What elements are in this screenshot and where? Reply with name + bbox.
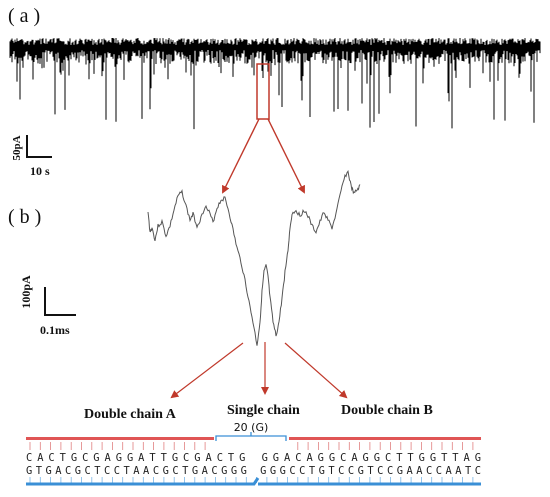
base-pair-ticks-top xyxy=(29,442,474,450)
dna-bottom-strand: GTGACGCTCCTAACGCTGACGGG GGGCCTGTCCGTCCGA… xyxy=(26,465,481,477)
segment-arrow-b xyxy=(284,342,348,399)
panel-b-label: ( b ) xyxy=(8,206,41,228)
dna-schematic: 20 (G) CACTGCGAGGATTGCGACTG GGACAGGCAGGC… xyxy=(26,421,481,486)
current-trace-full xyxy=(9,38,541,130)
scale-b-current: 100pA xyxy=(19,275,33,309)
segment-arrow-a xyxy=(170,342,244,399)
scale-bar-a: 50pA 10 s xyxy=(11,135,52,178)
scale-b-time: 0.1ms xyxy=(40,323,70,337)
event-trace-zoomed xyxy=(147,170,361,346)
event-highlight-box xyxy=(256,63,270,120)
strand-bar-bottom xyxy=(26,477,481,486)
dna-top-strand: CACTGCGAGGATTGCGACTG GGACAGGCAGGCTTGGTTA… xyxy=(26,452,481,464)
bracket-label: 20 (G) xyxy=(234,421,269,434)
scale-bar-b: 100pA 0.1ms xyxy=(19,275,76,337)
scale-a-time: 10 s xyxy=(30,164,50,178)
label-single-chain: Single chain xyxy=(227,403,300,418)
zoom-arrow-left xyxy=(222,118,260,194)
base-pair-ticks-bottom xyxy=(29,477,474,483)
strand-bar-double-b xyxy=(289,437,481,440)
label-double-chain-b: Double chain B xyxy=(341,403,433,418)
strand-bar-double-a xyxy=(26,437,214,440)
panel-a-label: ( a ) xyxy=(8,5,40,27)
single-chain-bracket xyxy=(215,432,287,441)
label-double-chain-a: Double chain A xyxy=(84,407,177,422)
scale-a-current: 50pA xyxy=(11,135,23,160)
zoom-arrow-right xyxy=(267,118,305,194)
